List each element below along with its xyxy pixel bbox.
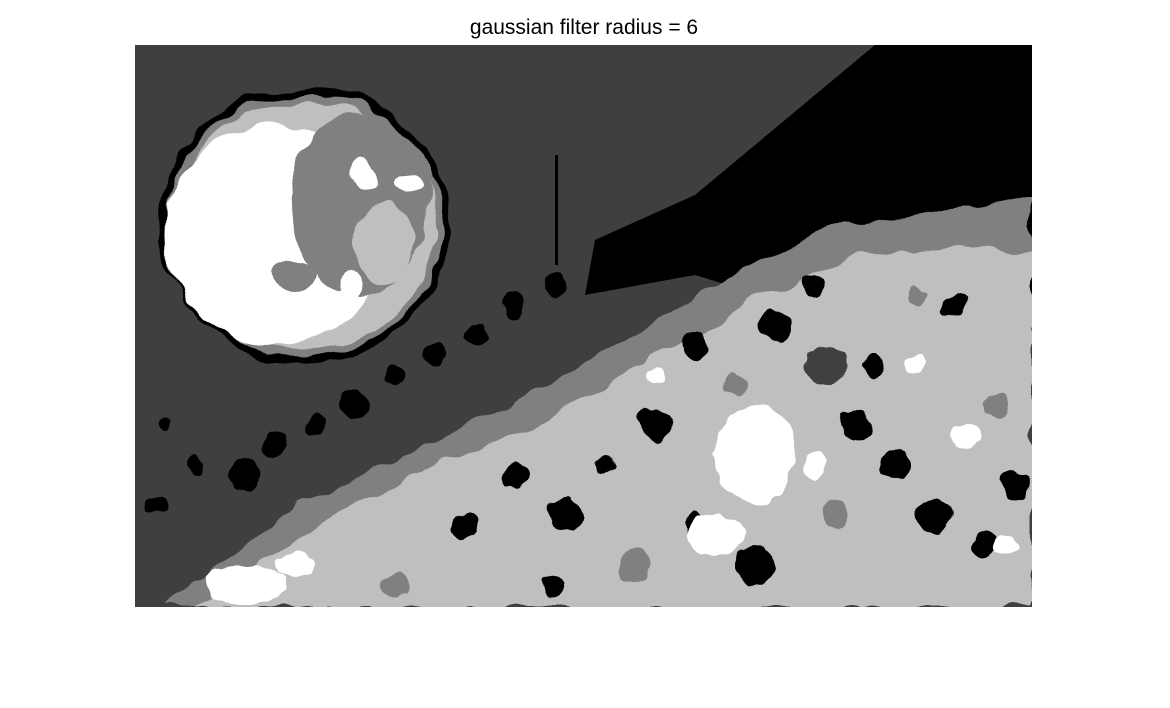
bright-blob xyxy=(160,87,450,363)
bright-patches xyxy=(205,355,1017,605)
image-axes xyxy=(135,45,1032,607)
dark-streak xyxy=(555,155,558,265)
dark-drips xyxy=(145,275,565,515)
figure-title: gaussian filter radius = 6 xyxy=(469,16,699,39)
quantized-image xyxy=(135,45,1032,607)
texture-speckles xyxy=(381,275,1029,599)
